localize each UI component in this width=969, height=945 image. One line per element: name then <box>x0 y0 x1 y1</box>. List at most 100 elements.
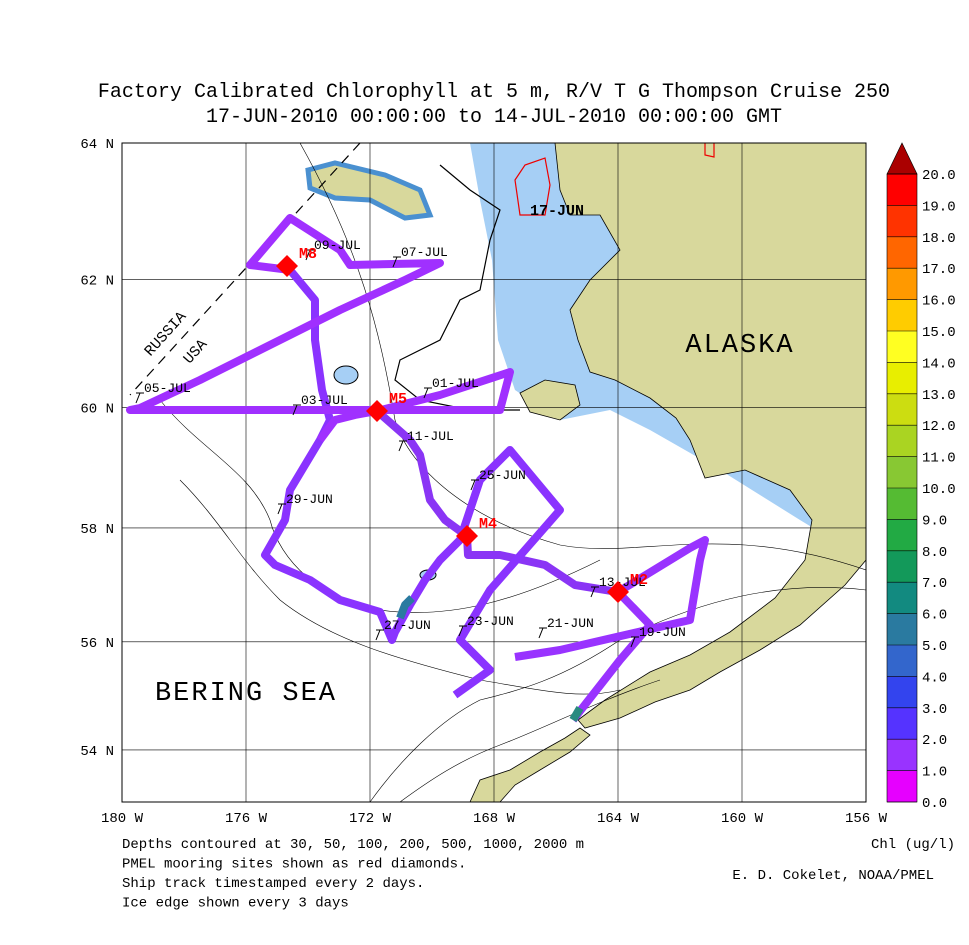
track-date-label: 27-JUN <box>384 618 431 633</box>
lon-tick-label: 176 W <box>225 811 268 827</box>
mooring-diamond <box>607 581 629 603</box>
time-stamp-mark <box>470 479 479 491</box>
colorbar-swatch <box>887 268 917 300</box>
time-stamp-mark <box>277 503 286 515</box>
st-lawrence-island <box>305 160 434 221</box>
track-date-label: 07-JUL <box>401 245 448 260</box>
colorbar-swatch <box>887 488 917 520</box>
lon-tick-label: 156 W <box>845 811 888 827</box>
colorbar-tick-label: 20.0 <box>922 168 956 184</box>
track-date-label: 23-JUN <box>467 614 514 629</box>
time-stamp-mark <box>292 404 301 416</box>
time-stamp-mark <box>375 629 384 641</box>
colorbar-tick-label: 14.0 <box>922 356 956 372</box>
lon-tick-label: 168 W <box>473 811 516 827</box>
colorbar-tick-label: 4.0 <box>922 670 947 686</box>
colorbar-tick-label: 11.0 <box>922 451 956 467</box>
island <box>333 365 359 385</box>
colorbar-tick-label: 1.0 <box>922 765 947 781</box>
colorbar-swatch <box>887 550 917 583</box>
lat-tick-label: 60 N <box>80 402 114 418</box>
colorbar-swatch <box>887 456 917 488</box>
colorbar-swatch <box>887 331 917 363</box>
colorbar: 0.0 1.0 2.0 3.0 4.0 5.0 6.0 7.0 8.0 9.0 10.0 11.0 12… <box>886 142 956 812</box>
colorbar-swatch <box>887 362 917 394</box>
colorbar-over-arrow <box>886 142 918 175</box>
colorbar-swatch <box>887 676 917 708</box>
border-line <box>129 143 361 396</box>
time-stamp-mark <box>423 387 432 399</box>
aleutian-islands <box>469 727 591 802</box>
colorbar-tick-label: 2.0 <box>922 733 947 749</box>
footnote: Ship track timestamped every 2 days. <box>122 876 424 892</box>
lat-tick-label: 56 N <box>80 636 114 652</box>
map-frame <box>121 142 867 803</box>
mooring-label: M5 <box>389 391 407 408</box>
time-stamp-mark <box>398 440 407 452</box>
ice-edge-red <box>514 143 715 216</box>
footnote: PMEL mooring sites shown as red diamonds… <box>122 857 466 873</box>
border-label: USA <box>180 336 211 367</box>
region-label: ALASKA <box>685 331 794 361</box>
colorbar-tick-label: 7.0 <box>922 576 947 592</box>
colorbar-label: Chl (ug/l) <box>871 837 955 853</box>
colorbar-tick-label: 12.0 <box>922 419 956 435</box>
lon-tick-label: 160 W <box>721 811 764 827</box>
colorbar-swatch <box>887 299 917 331</box>
footnote: Ice edge shown every 3 days <box>122 896 349 912</box>
colorbar-swatch <box>887 770 917 802</box>
lat-tick-label: 58 N <box>80 522 114 538</box>
ice-edge-label: 17-JUN <box>530 203 584 220</box>
nunivak-island <box>519 379 581 421</box>
mooring-label: M4 <box>479 516 497 533</box>
colorbar-swatch <box>887 582 917 614</box>
lat-tick-label: 62 N <box>80 274 114 290</box>
colorbar-tick-label: 10.0 <box>922 482 956 498</box>
track-date-label: 19-JUN <box>639 625 686 640</box>
colorbar-swatch <box>887 613 917 645</box>
colorbar-tick-label: 19.0 <box>922 199 956 215</box>
time-stamp-mark <box>538 627 547 639</box>
track-date-label: 21-JUN <box>547 616 594 631</box>
colorbar-swatch <box>887 707 917 740</box>
mooring-diamond <box>276 255 298 277</box>
track-date-label: 01-JUL <box>432 376 479 391</box>
colorbar-tick-label: 0.0 <box>922 796 947 812</box>
colorbar-tick-label: 16.0 <box>922 294 956 310</box>
alaska-land <box>554 143 866 729</box>
colorbar-tick-label: 3.0 <box>922 702 947 718</box>
colorbar-tick-label: 15.0 <box>922 325 956 341</box>
mooring-label: M8 <box>299 246 317 263</box>
lon-tick-label: 164 W <box>597 811 640 827</box>
track-date-label: 29-JUN <box>286 492 333 507</box>
footer: Chl (ug/l) Depths contoured at 30, 50, 10… <box>122 837 955 912</box>
colorbar-swatch <box>887 205 917 237</box>
credit: E. D. Cokelet, NOAA/PMEL <box>732 868 934 884</box>
colorbar-swatch <box>887 174 917 206</box>
track-date-label: 09-JUL <box>314 238 361 253</box>
region-label: BERING SEA <box>155 679 337 709</box>
colorbar-swatch <box>887 425 917 457</box>
track-date-label: 13-JUL <box>599 575 646 590</box>
mooring-diamond <box>456 525 478 547</box>
colorbar-tick-label: 9.0 <box>922 513 947 529</box>
mooring-label: M2 <box>630 572 648 589</box>
time-stamp-mark <box>135 392 144 404</box>
lat-tick-label: 54 N <box>80 744 114 760</box>
time-stamp-mark <box>392 256 401 268</box>
track-date-label: 25-JUN <box>479 468 526 483</box>
subtitle: 17-JUN-2010 00:00:00 to 14-JUL-2010 00:0… <box>206 106 782 129</box>
colorbar-swatch <box>887 519 917 551</box>
mooring-diamond <box>366 400 388 422</box>
track-date-label: 05-JUL <box>144 381 191 396</box>
footnote: Depths contoured at 30, 50, 100, 200, 50… <box>122 837 584 853</box>
time-stamp-mark <box>590 586 599 598</box>
lat-tick-label: 64 N <box>80 137 114 153</box>
lon-tick-label: 172 W <box>349 811 392 827</box>
colorbar-swatch <box>887 236 917 269</box>
colorbar-tick-label: 17.0 <box>922 262 956 278</box>
colorbar-tick-label: 8.0 <box>922 545 947 561</box>
time-stamp-mark <box>630 636 639 648</box>
colorbar-tick-label: 6.0 <box>922 608 947 624</box>
colorbar-tick-label: 5.0 <box>922 639 947 655</box>
